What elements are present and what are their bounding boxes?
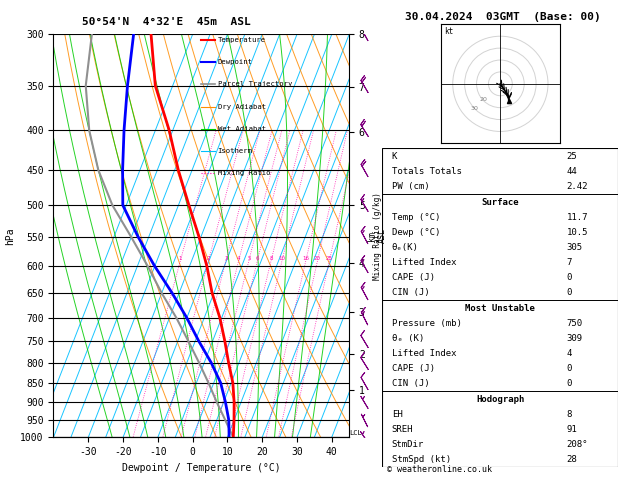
Text: 0: 0 (567, 273, 572, 282)
Text: Isotherm: Isotherm (218, 148, 252, 154)
Text: 1: 1 (179, 256, 182, 260)
Y-axis label: hPa: hPa (4, 227, 14, 244)
Text: Pressure (mb): Pressure (mb) (392, 319, 462, 328)
Text: Parcel Trajectory: Parcel Trajectory (218, 82, 292, 87)
Text: 2: 2 (207, 256, 210, 260)
Text: 44: 44 (567, 167, 577, 176)
Text: 5: 5 (247, 256, 250, 260)
Text: Totals Totals: Totals Totals (392, 167, 462, 176)
Text: Surface: Surface (482, 197, 519, 207)
Text: 25: 25 (567, 152, 577, 161)
Text: StmDir: StmDir (392, 440, 424, 449)
Text: 16: 16 (303, 256, 309, 260)
Text: Dry Adiabat: Dry Adiabat (218, 104, 265, 110)
Text: Lifted Index: Lifted Index (392, 258, 457, 267)
Text: Dewpoint: Dewpoint (218, 59, 252, 65)
Text: 6: 6 (255, 256, 259, 260)
Text: 20: 20 (314, 256, 321, 260)
Text: θₑ (K): θₑ (K) (392, 334, 424, 343)
Text: 4: 4 (567, 349, 572, 358)
Text: CAPE (J): CAPE (J) (392, 273, 435, 282)
Text: 91: 91 (567, 425, 577, 434)
Text: Wet Adiabat: Wet Adiabat (218, 126, 265, 132)
Text: 8: 8 (567, 410, 572, 419)
Text: 2.42: 2.42 (567, 182, 588, 191)
Text: 50°54'N  4°32'E  45m  ASL: 50°54'N 4°32'E 45m ASL (82, 17, 251, 27)
Text: Temperature: Temperature (218, 37, 265, 43)
Text: Hodograph: Hodograph (476, 395, 525, 403)
Text: 20: 20 (479, 97, 487, 102)
Text: 0: 0 (567, 380, 572, 388)
Text: PW (cm): PW (cm) (392, 182, 430, 191)
Text: 3: 3 (224, 256, 228, 260)
Text: 28: 28 (567, 455, 577, 464)
Text: © weatheronline.co.uk: © weatheronline.co.uk (387, 465, 492, 474)
Text: 309: 309 (567, 334, 582, 343)
Text: 30.04.2024  03GMT  (Base: 00): 30.04.2024 03GMT (Base: 00) (405, 12, 601, 22)
Text: K: K (392, 152, 398, 161)
Text: CAPE (J): CAPE (J) (392, 364, 435, 373)
Text: EH: EH (392, 410, 403, 419)
Text: 4: 4 (237, 256, 240, 260)
Text: 10.5: 10.5 (567, 228, 588, 237)
Y-axis label: km
ASL: km ASL (367, 228, 387, 243)
Text: kt: kt (445, 27, 454, 36)
Text: 0: 0 (567, 289, 572, 297)
Text: 0: 0 (567, 364, 572, 373)
Text: Lifted Index: Lifted Index (392, 349, 457, 358)
Text: Mixing Ratio: Mixing Ratio (218, 170, 270, 176)
Text: 305: 305 (567, 243, 582, 252)
Text: 750: 750 (567, 319, 582, 328)
Text: CIN (J): CIN (J) (392, 380, 430, 388)
Text: 30: 30 (470, 105, 479, 110)
Text: SREH: SREH (392, 425, 413, 434)
Text: 7: 7 (567, 258, 572, 267)
Text: Temp (°C): Temp (°C) (392, 213, 440, 222)
X-axis label: Dewpoint / Temperature (°C): Dewpoint / Temperature (°C) (122, 463, 281, 473)
Text: 11.7: 11.7 (567, 213, 588, 222)
Text: 8: 8 (269, 256, 273, 260)
Text: CIN (J): CIN (J) (392, 289, 430, 297)
Text: 208°: 208° (567, 440, 588, 449)
Text: Most Unstable: Most Unstable (465, 304, 535, 312)
Text: StmSpd (kt): StmSpd (kt) (392, 455, 451, 464)
Text: 10: 10 (279, 256, 286, 260)
Text: 25: 25 (326, 256, 333, 260)
Text: Dewp (°C): Dewp (°C) (392, 228, 440, 237)
Text: LCL: LCL (349, 430, 362, 436)
Text: Mixing Ratio (g/kg): Mixing Ratio (g/kg) (373, 192, 382, 279)
Text: θₑ(K): θₑ(K) (392, 243, 419, 252)
